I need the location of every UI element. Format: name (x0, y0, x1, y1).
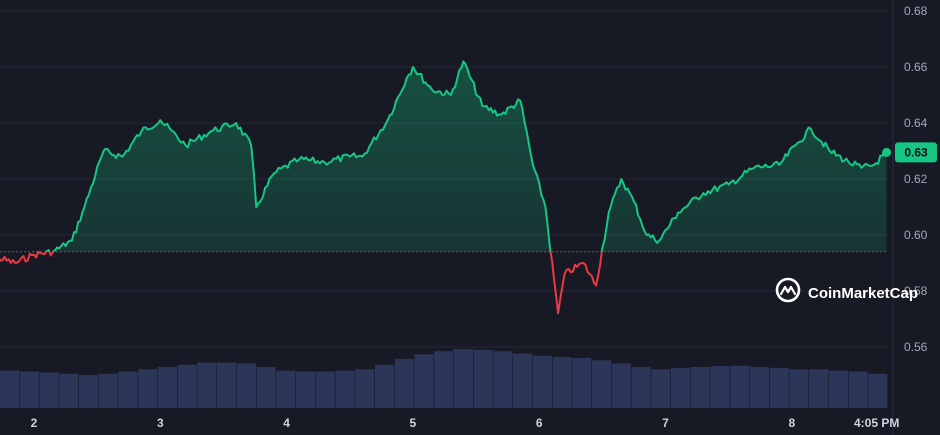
volume-bar (690, 367, 710, 408)
volume-bar (749, 367, 769, 408)
volume-bar (59, 373, 79, 408)
volume-bar (98, 373, 118, 408)
x-tick-label: 5 (410, 416, 417, 430)
volume-bar (217, 362, 237, 408)
x-tick-label: 8 (788, 416, 795, 430)
current-price-dot (882, 147, 892, 157)
volume-bar (730, 365, 750, 408)
x-tick-label: 4 (283, 416, 290, 430)
volume-bar (493, 351, 513, 408)
volume-bar (809, 369, 829, 408)
current-price-label: 0.63 (904, 145, 928, 159)
volume-bar (394, 358, 414, 408)
y-tick-label: 0.60 (904, 228, 928, 242)
volume-bar (848, 371, 868, 408)
volume-bar (197, 362, 217, 408)
volume-bar (453, 349, 473, 408)
volume-bar (138, 369, 158, 408)
volume-bar (552, 357, 572, 408)
volume-bar (78, 375, 99, 408)
volume-bar (157, 367, 177, 408)
price-line-up-segment (37, 60, 887, 252)
volume-bar (315, 371, 335, 408)
volume-bars (0, 349, 888, 408)
y-tick-label: 0.68 (904, 4, 928, 18)
x-tick-label: 4:05 PM (854, 416, 899, 430)
coinmarketcap-logo-icon (775, 277, 801, 303)
x-tick-label: 6 (536, 416, 543, 430)
y-tick-label: 0.62 (904, 172, 928, 186)
volume-bar (513, 353, 533, 408)
volume-bar (710, 366, 730, 408)
volume-bar (296, 371, 316, 408)
volume-bar (434, 351, 454, 408)
volume-bar (828, 370, 848, 408)
volume-bar (39, 372, 59, 408)
volume-bar (374, 364, 395, 408)
volume-bar (276, 370, 296, 408)
watermark-text: CoinMarketCap (808, 285, 918, 302)
current-price-badge: 0.63 (895, 142, 937, 163)
volume-bar (118, 371, 138, 408)
volume-bar (19, 371, 39, 408)
x-tick-label: 7 (662, 416, 669, 430)
volume-bar (651, 369, 671, 408)
y-tick-label: 0.66 (904, 60, 928, 74)
volume-bar (769, 367, 789, 408)
volume-bar (532, 355, 552, 408)
volume-bar (236, 363, 256, 408)
y-tick-label: 0.58 (904, 284, 928, 298)
y-tick-label: 0.64 (904, 116, 928, 130)
volume-bar (592, 360, 612, 408)
y-axis-ticks: 0.68 0.66 0.64 0.62 0.60 0.58 0.56 (904, 4, 928, 354)
volume-bar (335, 370, 355, 408)
volume-bar (473, 349, 493, 408)
volume-bar (572, 358, 592, 408)
volume-bar (631, 367, 651, 408)
volume-bar (611, 363, 631, 408)
volume-bar (355, 369, 375, 408)
volume-bar (256, 367, 276, 408)
x-tick-label: 3 (157, 416, 164, 430)
volume-bar (0, 370, 20, 408)
price-area-fill (38, 61, 887, 252)
volume-bar (868, 373, 888, 408)
coinmarketcap-watermark: CoinMarketCap (775, 277, 918, 303)
volume-bar (414, 354, 434, 408)
x-axis-ticks: 2 3 4 5 6 7 8 4:05 PM (31, 416, 900, 430)
y-tick-label: 0.56 (904, 340, 928, 354)
x-tick-label: 2 (31, 416, 38, 430)
volume-bar (670, 367, 691, 408)
volume-bar (789, 369, 809, 408)
volume-bar (177, 364, 197, 408)
